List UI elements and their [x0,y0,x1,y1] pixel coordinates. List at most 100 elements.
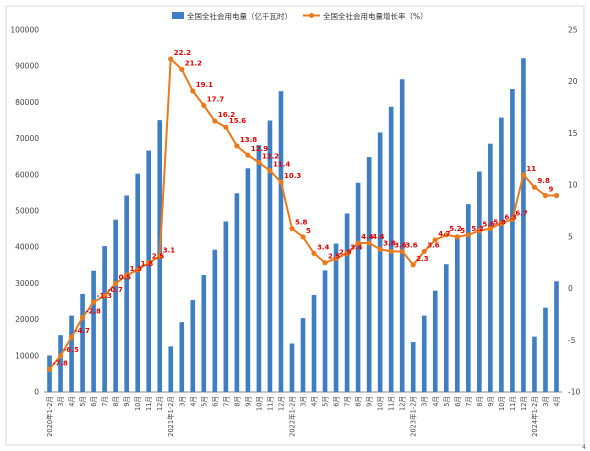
x-tick-label: 4月 [432,396,440,407]
line-point [234,143,240,149]
line-data-label: -0.7 [108,286,123,294]
x-tick-label: 9月 [123,396,131,407]
line-point [454,234,460,240]
bar [466,204,471,392]
line-data-label: 6.3 [504,213,517,221]
bar [333,243,339,392]
line-data-label: 6.7 [515,209,528,217]
line-point [487,225,493,232]
line-point [168,56,174,62]
line-series [46,56,560,372]
line-data-label: 3.6 [427,241,440,249]
x-tick-label: 4月 [311,396,319,407]
x-tick-label: 7月 [344,396,352,407]
y-left-tick-label: 20000 [15,315,39,324]
line-data-label: 2.5 [328,253,341,261]
line-point [476,228,482,234]
x-axis-ticks: 2020年1-2月 3月 4月 5月 6月 7月 8月 9月 10月 11月 12月 2021年1-2… [45,396,561,437]
chart-legend: 全国全社会用电量（亿千瓦时） 全国全社会用电量增长率（%） [172,11,428,21]
x-tick-label: 5月 [443,396,451,407]
x-tick-label: 2023年1-2月 [409,396,418,437]
x-tick-label: 3月 [57,396,65,407]
line-point [91,299,97,305]
line-point [146,260,152,266]
x-tick-label: 9月 [366,396,374,407]
bar [366,157,372,392]
line-data-label: 9 [548,185,553,193]
bar [477,171,482,392]
bar [289,343,295,392]
line-point [190,88,196,94]
x-tick-label: 3月 [542,396,550,407]
bar [543,307,548,392]
bar [102,246,107,392]
y-left-tick-label: 100000 [10,26,39,35]
line-point [289,225,295,232]
line-data-label: 2.5 [152,253,165,261]
x-tick-label: 4月 [189,396,197,407]
line-data-label: 9.8 [537,177,550,185]
line-data-label: -7.8 [53,359,68,367]
line-point [443,232,449,238]
bar [399,79,405,392]
x-tick-label: 8月 [476,396,484,407]
bar [311,294,317,392]
bar [146,150,152,392]
y-left-tick-label: 10000 [15,351,39,360]
line-data-label: 4.4 [361,233,374,241]
line-point [344,250,350,257]
line-point [553,192,560,199]
line-data-label: -4.7 [75,327,90,335]
bar [113,219,118,392]
line-data-label: 3.4 [350,243,363,251]
bar [91,270,96,392]
x-tick-label: 8月 [355,396,363,407]
bar [510,89,515,392]
line-point [135,267,141,273]
x-tick-label: 4月 [68,396,76,407]
bar [344,213,350,392]
x-tick-label: 4月 [553,396,561,407]
x-tick-label: 12月 [520,396,528,411]
line-point [355,240,361,246]
legend-item-line: 全国全社会用电量增长率（%） [303,11,428,21]
bar [355,182,361,392]
y-right-tick-label: 20 [568,77,578,86]
line-point [212,118,218,124]
line-point [201,102,207,109]
line-data-label: 19.1 [196,81,213,89]
x-tick-label: 2024年1-2月 [530,396,539,437]
bar [443,264,449,392]
data-labels: -7.8-6.5-4.7-2.8-1.3-0.70.51.31.82.53.12… [53,49,554,367]
y-left-tick-label: 80000 [15,98,39,107]
line-point [542,192,549,199]
y-left-tick-label: 30000 [15,279,39,288]
bar [190,300,196,392]
line-data-label: 12.9 [251,145,268,153]
y-left-tick-label: 40000 [15,243,39,252]
line-point [179,66,185,72]
bar [454,236,460,392]
line-data-label: 3.4 [317,243,330,251]
line-data-label: -6.5 [64,346,79,354]
legend-item-bar: 全国全社会用电量（亿千瓦时） [172,11,292,21]
bar [554,281,559,392]
y-right-tick-label: -10 [568,388,580,397]
bar [135,173,140,392]
y-left-tick-label: 0 [34,388,39,397]
bar [432,290,438,392]
line-point [223,124,229,130]
line-data-label: 17.7 [207,96,224,104]
x-tick-label: 2020年1-2月 [45,396,54,437]
line-data-label: 11 [526,165,536,173]
line-point [102,293,108,299]
line-point [311,250,317,257]
bar [69,315,74,392]
y-left-tick-label: 60000 [15,170,39,179]
line-data-label: 15.6 [229,117,246,125]
line-data-label: 10.3 [284,172,301,180]
line-point [432,237,438,243]
line-data-label: 0.5 [119,273,132,281]
y-right-tick-label: 25 [568,26,578,35]
